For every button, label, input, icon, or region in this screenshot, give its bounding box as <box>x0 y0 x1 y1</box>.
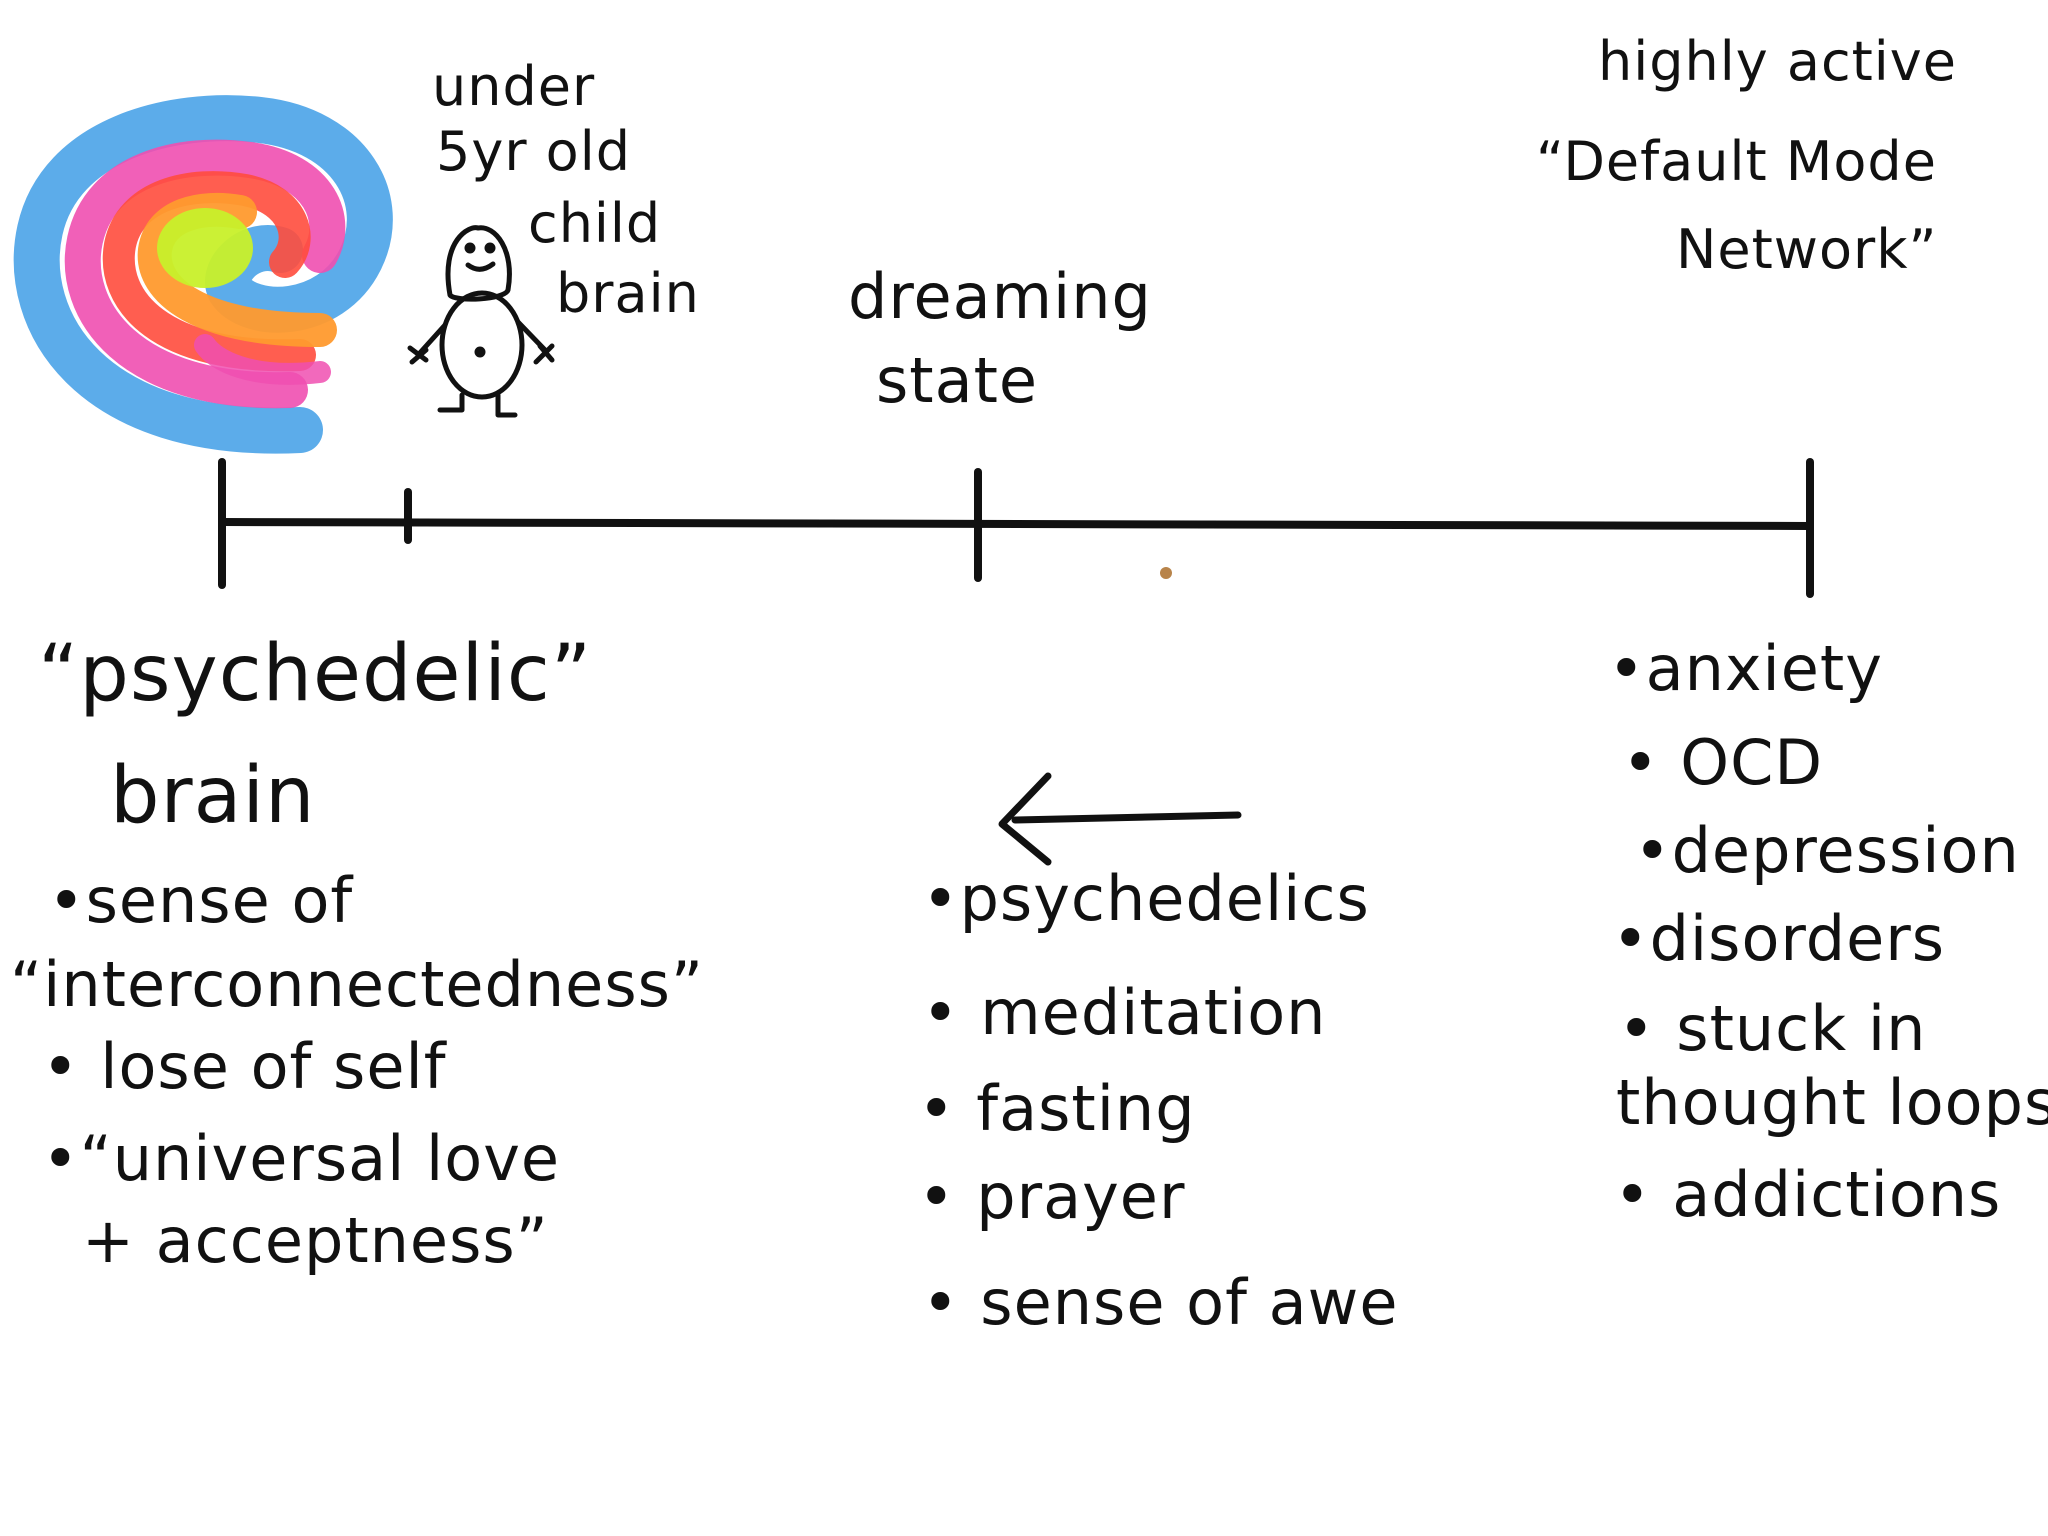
psychedelic-brain-heading-line-1: “psychedelic” <box>38 629 592 719</box>
child-brain-caption-line-3: child <box>528 192 661 255</box>
right-item-5: • stuck in <box>1618 992 1926 1065</box>
dreaming-state-line-1: dreaming <box>848 260 1152 333</box>
middle-item-3: • fasting <box>918 1072 1196 1145</box>
middle-item-2: • meditation <box>922 976 1326 1049</box>
right-item-2: • OCD <box>1622 726 1823 799</box>
left-item-4: •“universal love <box>42 1122 560 1195</box>
right-item-4: •disorders <box>1612 902 1945 975</box>
default-mode-caption-line-3: Network” <box>1676 218 1937 281</box>
left-item-2: “interconnectedness” <box>10 948 704 1021</box>
right-item-6: thought loops <box>1616 1066 2048 1139</box>
child-brain-caption-line-1: under <box>432 55 595 118</box>
timeline-axis <box>222 462 1810 594</box>
middle-item-5: • sense of awe <box>922 1266 1399 1339</box>
left-arrow-icon <box>1002 776 1238 862</box>
psychedelic-brain-heading-line-2: brain <box>110 751 315 841</box>
right-item-7: • addictions <box>1614 1158 2001 1231</box>
default-mode-caption-line-1: highly active <box>1598 30 1957 93</box>
middle-item-1: •psychedelics <box>922 862 1370 935</box>
dreaming-state-line-2: state <box>876 344 1038 417</box>
child-figure-icon <box>410 228 552 415</box>
child-brain-caption-line-2: 5yr old <box>436 120 631 183</box>
left-item-5: + acceptness” <box>82 1204 549 1277</box>
right-item-3: •depression <box>1634 814 2020 887</box>
stray-dot <box>1160 567 1172 579</box>
psychedelic-swirl-icon <box>37 118 370 430</box>
left-item-1: •sense of <box>48 864 354 937</box>
right-item-1: •anxiety <box>1608 632 1883 705</box>
default-mode-caption-line-2: “Default Mode <box>1536 130 1937 193</box>
child-brain-caption-line-4: brain <box>556 262 700 325</box>
left-item-3: • lose of self <box>42 1030 448 1103</box>
middle-item-4: • prayer <box>918 1160 1185 1233</box>
